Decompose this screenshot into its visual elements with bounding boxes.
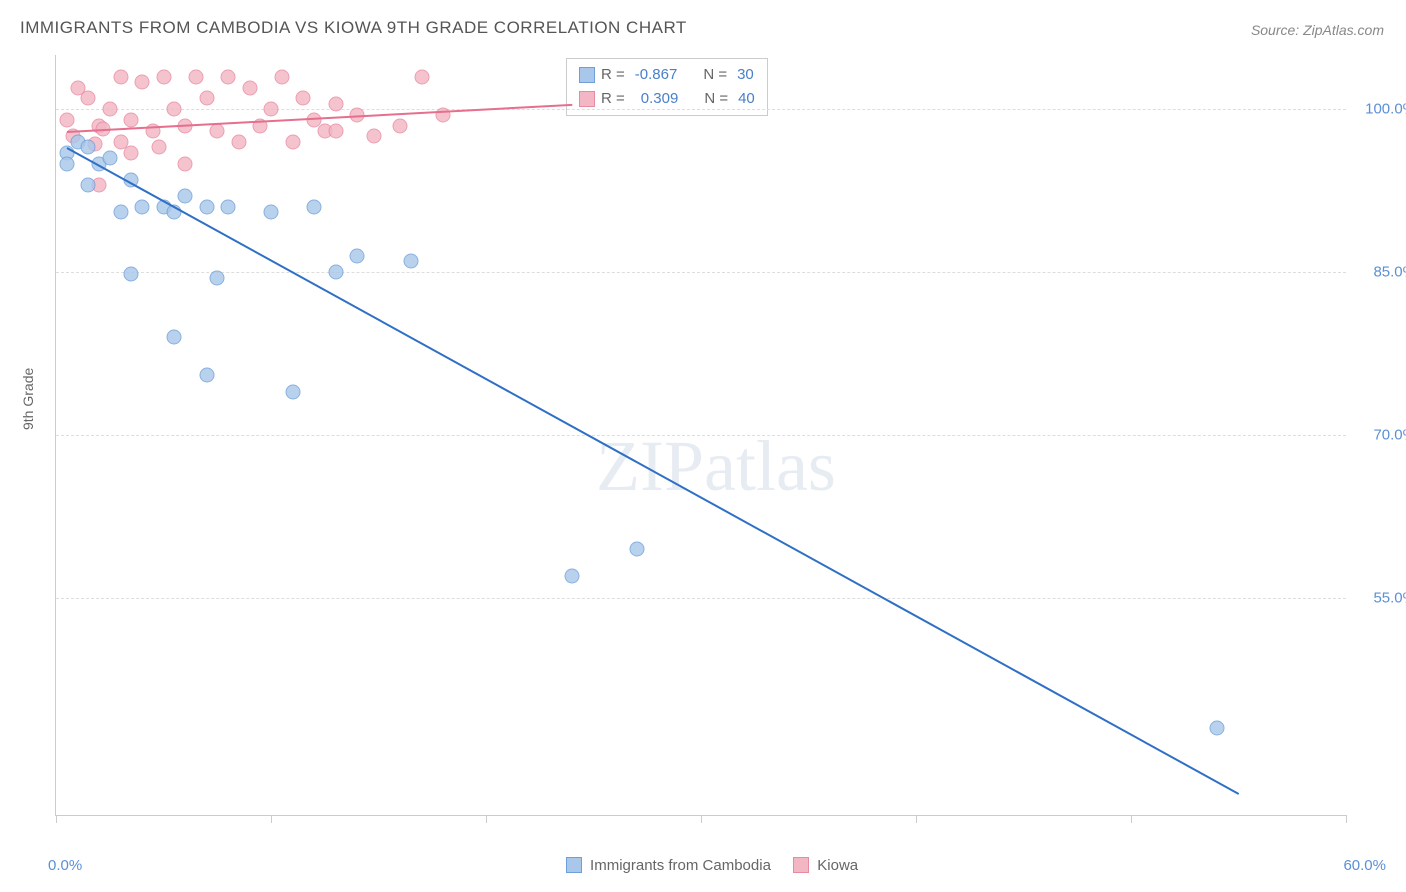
data-point [113,134,128,149]
data-point [81,178,96,193]
data-point [264,205,279,220]
data-point [565,569,580,584]
plot-area: ZIPatlas R = -0.867 N = 30 R = 0.309 N =… [55,55,1346,816]
data-point [274,69,289,84]
data-point [199,91,214,106]
data-point [178,156,193,171]
data-point [81,91,96,106]
data-point [285,134,300,149]
data-point [152,140,167,155]
gridline [56,272,1346,273]
data-point [113,69,128,84]
gridline [56,598,1346,599]
gridline [56,435,1346,436]
series2-r-value: 0.309 [641,87,679,111]
series1-swatch-bottom [566,857,582,873]
data-point [210,124,225,139]
watermark-atlas: atlas [704,426,836,506]
stats-row-1: R = -0.867 N = 30 [579,63,755,87]
source-label: Source: ZipAtlas.com [1251,22,1384,38]
data-point [135,75,150,90]
data-point [350,248,365,263]
data-point [403,254,418,269]
data-point [178,189,193,204]
data-point [199,368,214,383]
series2-swatch-bottom [793,857,809,873]
data-point [629,542,644,557]
data-point [102,151,117,166]
x-tick [56,815,57,823]
data-point [328,265,343,280]
y-tick-label: 70.0% [1356,427,1406,444]
watermark-zip: ZIP [596,426,704,506]
y-axis-label: 9th Grade [20,368,36,430]
data-point [124,145,139,160]
data-point [102,102,117,117]
series1-label: Immigrants from Cambodia [590,857,771,874]
y-tick-label: 85.0% [1356,264,1406,281]
data-point [59,113,74,128]
x-tick [916,815,917,823]
x-tick [1131,815,1132,823]
data-point [264,102,279,117]
x-tick [1346,815,1347,823]
data-point [296,91,311,106]
x-tick [271,815,272,823]
y-tick-label: 55.0% [1356,589,1406,606]
data-point [59,156,74,171]
data-point [221,69,236,84]
series1-r-value: -0.867 [635,63,678,87]
data-point [188,69,203,84]
data-point [156,69,171,84]
data-point [1210,721,1225,736]
data-point [328,96,343,111]
data-point [167,330,182,345]
data-point [81,140,96,155]
data-point [328,124,343,139]
data-point [167,102,182,117]
data-point [210,270,225,285]
watermark: ZIPatlas [596,425,836,508]
data-point [307,200,322,215]
series1-swatch [579,67,595,83]
data-point [199,200,214,215]
stats-legend: R = -0.867 N = 30 R = 0.309 N = 40 [566,58,768,116]
stats-row-2: R = 0.309 N = 40 [579,87,755,111]
data-point [393,118,408,133]
r-label: R = [601,87,625,111]
series-legend: Immigrants from Cambodia Kiowa [0,857,1406,874]
data-point [231,134,246,149]
x-tick [701,815,702,823]
gridline [56,109,1346,110]
y-tick-label: 100.0% [1356,101,1406,118]
series2-n-value: 40 [738,87,755,111]
data-point [285,384,300,399]
data-point [135,200,150,215]
series2-swatch [579,91,595,107]
chart-title: IMMIGRANTS FROM CAMBODIA VS KIOWA 9TH GR… [20,18,687,38]
data-point [113,205,128,220]
r-label: R = [601,63,625,87]
n-label: N = [703,63,727,87]
data-point [367,129,382,144]
series1-n-value: 30 [737,63,754,87]
series2-label: Kiowa [817,857,858,874]
data-point [124,113,139,128]
n-label: N = [704,87,728,111]
data-point [242,80,257,95]
data-point [436,107,451,122]
data-point [414,69,429,84]
trend-line [66,147,1239,795]
data-point [124,267,139,282]
x-tick [486,815,487,823]
data-point [221,200,236,215]
